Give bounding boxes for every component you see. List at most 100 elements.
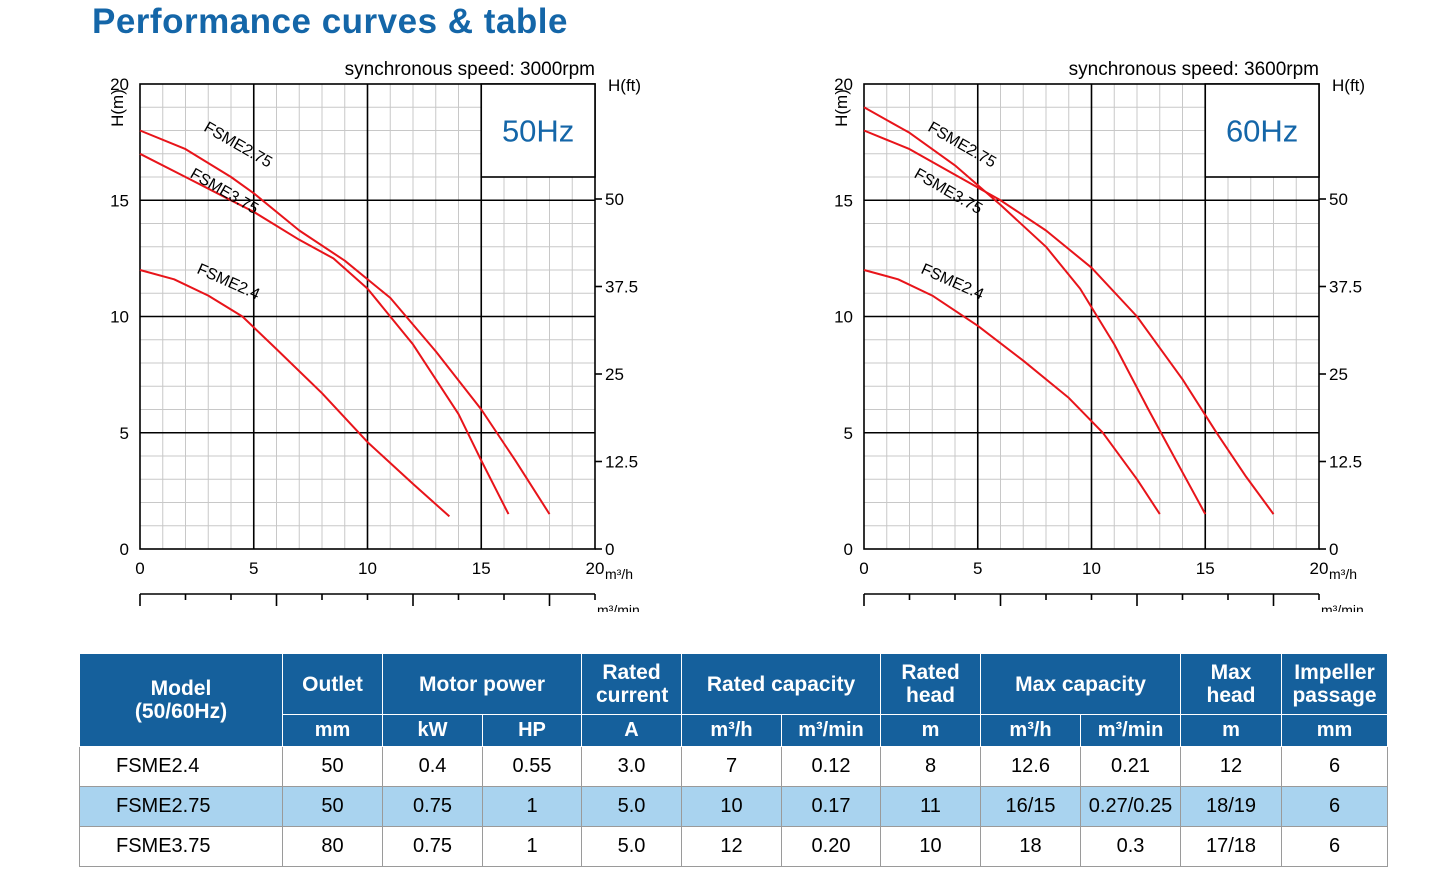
- cell-outlet: 50: [282, 786, 383, 827]
- x2-tick-label: 0.3: [1262, 611, 1286, 612]
- frequency-badge: 50Hz: [502, 114, 574, 149]
- y2-tick-label: 37.5: [1329, 278, 1362, 297]
- curve-fsme375: [863, 106, 1207, 515]
- header-max-head: Max head: [1180, 653, 1283, 715]
- y-tick-label: 0: [844, 540, 853, 559]
- cell-hp: 1: [482, 826, 582, 867]
- unit-kw: kW: [382, 714, 483, 747]
- cell-kw: 0.75: [382, 786, 483, 827]
- cell-max-m3h: 16/15: [980, 786, 1082, 827]
- y-tick-label: 15: [834, 191, 853, 210]
- cell-impeller: 6: [1281, 786, 1389, 827]
- chart-title: synchronous speed: 3000rpm: [345, 59, 595, 80]
- y2-axis-label: H(ft): [608, 76, 641, 95]
- y-tick-label: 20: [110, 75, 129, 94]
- cell-outlet: 50: [282, 746, 383, 787]
- x-tick-label: 5: [973, 559, 982, 578]
- y-tick-label: 5: [844, 424, 853, 443]
- unit-current: A: [581, 714, 682, 747]
- cell-max-head: 17/18: [1180, 826, 1283, 867]
- y2-tick-label: 50: [605, 190, 624, 209]
- unit-outlet: mm: [282, 714, 383, 747]
- cell-rated-head: 11: [880, 786, 982, 827]
- x2-axis-label: m³/min: [597, 602, 640, 612]
- curve-fsme24: [139, 269, 451, 518]
- y2-tick-label: 25: [1329, 365, 1348, 384]
- y-axis-label: H(m): [108, 89, 127, 127]
- y2-tick-label: 12.5: [605, 453, 638, 472]
- unit-impeller: mm: [1281, 714, 1389, 747]
- table-row: FSME2.4 50 0.4 0.55 3.0 7 0.12 8 12.6 0.…: [79, 746, 1389, 787]
- y2-axis-label: H(ft): [1332, 76, 1365, 95]
- chart-title: synchronous speed: 3600rpm: [1069, 59, 1319, 80]
- cell-model: FSME2.4: [79, 746, 283, 787]
- x-tick-label: 0: [859, 559, 868, 578]
- performance-table: Model (50/60Hz) Outlet Motor power Rated…: [79, 653, 1389, 867]
- cell-rated-m3min: 0.12: [780, 746, 882, 787]
- header-motor-power: Motor power: [382, 653, 582, 715]
- cell-impeller: 6: [1281, 826, 1389, 867]
- unit-rated-m3h: m³/h: [681, 714, 782, 747]
- curve-label: FSME2.75: [201, 119, 275, 172]
- table-row: FSME3.75 80 0.75 1 5.0 12 0.20 10 18 0.3…: [79, 826, 1389, 867]
- x2-tick-label: 0.2: [401, 611, 425, 612]
- cell-rated-m3h: 7: [681, 746, 782, 787]
- header-rated-current: Rated current: [581, 653, 682, 715]
- cell-rated-m3h: 10: [681, 786, 782, 827]
- header-outlet: Outlet: [282, 653, 383, 715]
- x-tick-label: 15: [472, 559, 491, 578]
- y2-tick-label: 0: [1329, 540, 1338, 559]
- y2-tick-label: 12.5: [1329, 453, 1362, 472]
- x2-tick-label: 0: [859, 611, 868, 612]
- x-tick-label: 0: [135, 559, 144, 578]
- frequency-badge-box: [480, 83, 596, 178]
- curve-label: FSME2.4: [194, 261, 262, 304]
- curve-fsme24: [863, 269, 1161, 515]
- curve-label: FSME2.4: [918, 261, 986, 304]
- cell-model: FSME2.75: [79, 786, 283, 827]
- cell-rated-m3min: 0.17: [780, 786, 882, 827]
- cell-max-m3min: 0.3: [1080, 826, 1182, 867]
- x-tick-label: 10: [358, 559, 377, 578]
- cell-max-m3h: 18: [980, 826, 1082, 867]
- x-tick-label: 5: [249, 559, 258, 578]
- y-tick-label: 10: [834, 308, 853, 327]
- curve-fsme375: [139, 152, 510, 515]
- header-max-capacity: Max capacity: [980, 653, 1182, 715]
- y-tick-label: 0: [120, 540, 129, 559]
- y-tick-label: 15: [110, 191, 129, 210]
- x2-tick-label: 0.1: [265, 611, 289, 612]
- unit-max-m3min: m³/min: [1080, 714, 1182, 747]
- y-tick-label: 5: [120, 424, 129, 443]
- y-tick-label: 10: [110, 308, 129, 327]
- x-tick-label: 15: [1196, 559, 1215, 578]
- y-tick-label: 20: [834, 75, 853, 94]
- cell-impeller: 6: [1281, 746, 1389, 787]
- x-tick-label: 10: [1082, 559, 1101, 578]
- cell-current: 3.0: [581, 746, 682, 787]
- header-impeller-passage: Impeller passage: [1281, 653, 1389, 715]
- x-tick-label: 20: [586, 559, 605, 578]
- cell-model: FSME3.75: [79, 826, 283, 867]
- curve-label: FSME3.75: [911, 165, 985, 218]
- y2-tick-label: 37.5: [605, 278, 638, 297]
- curve-fsme275: [863, 129, 1275, 515]
- header-model: Model (50/60Hz): [79, 653, 283, 747]
- cell-hp: 0.55: [482, 746, 582, 787]
- header-rated-head: Rated head: [880, 653, 982, 715]
- cell-max-head: 18/19: [1180, 786, 1283, 827]
- x2-tick-label: 0.3: [538, 611, 562, 612]
- x2-tick-label: 0.2: [1125, 611, 1149, 612]
- unit-rated-m3min: m³/min: [780, 714, 882, 747]
- cell-outlet: 80: [282, 826, 383, 867]
- frequency-badge-box: [1204, 83, 1320, 178]
- x-axis-label: m³/h: [1329, 566, 1357, 582]
- x2-tick-label: 0: [135, 611, 144, 612]
- plot-frame: [863, 83, 1320, 550]
- x-axis-label: m³/h: [605, 566, 633, 582]
- cell-current: 5.0: [581, 786, 682, 827]
